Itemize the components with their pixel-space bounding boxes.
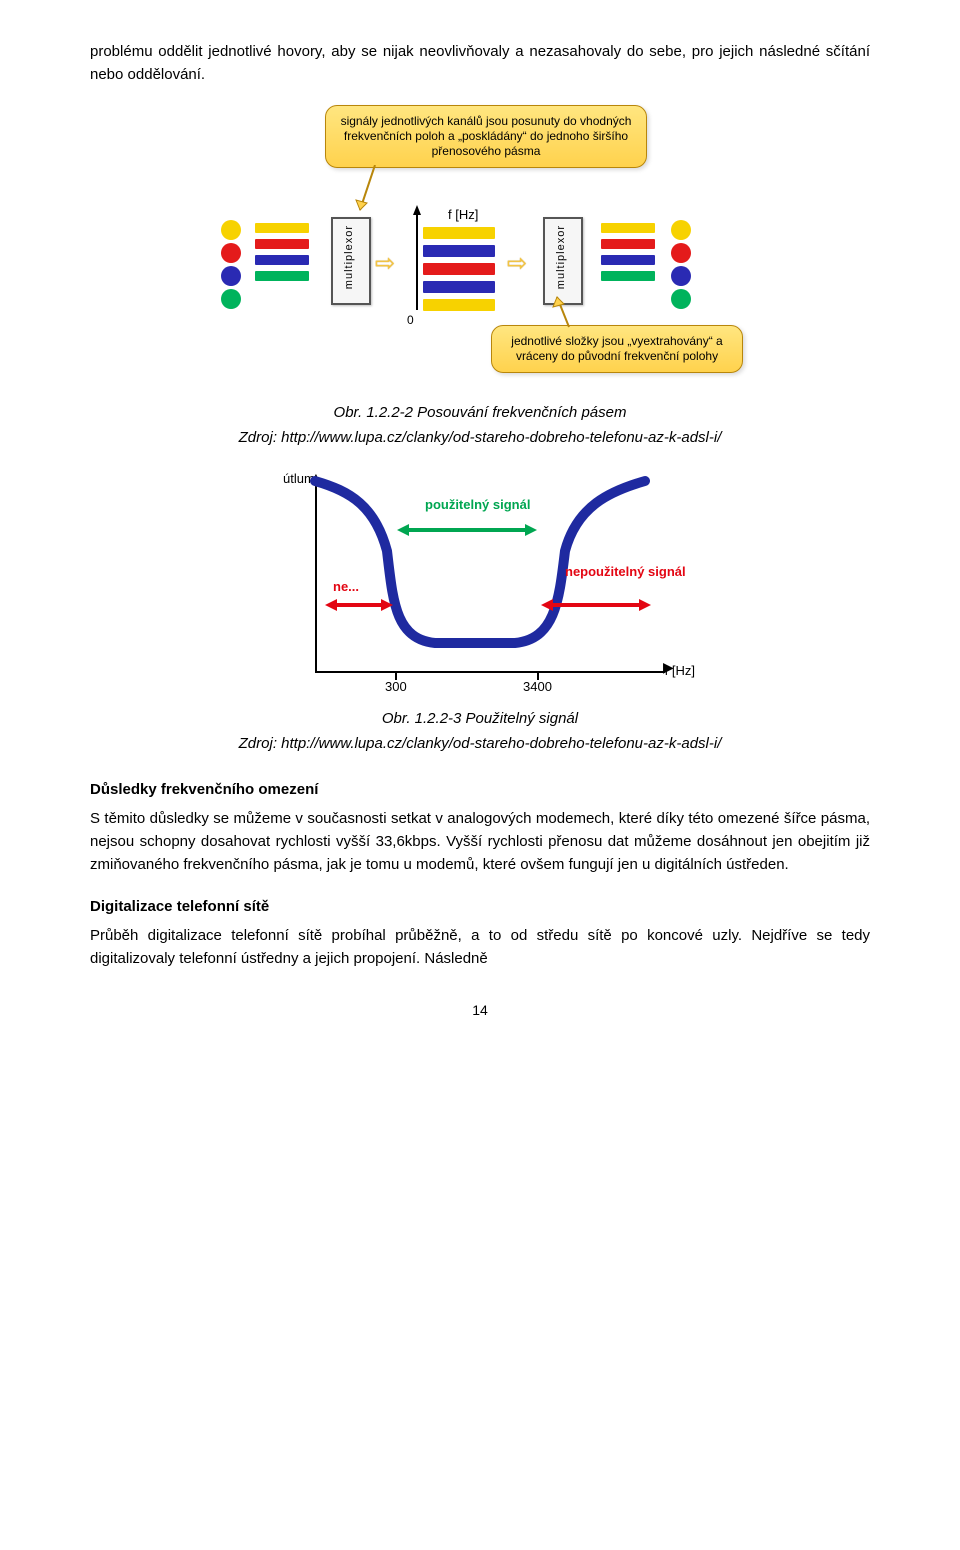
axis-y [411, 205, 423, 315]
bars-left [255, 217, 309, 287]
label-ne: ne... [333, 577, 359, 597]
dot-left-blue [221, 266, 241, 286]
figure-1: signály jednotlivých kanálů jsou posunut… [90, 105, 870, 395]
para-digitalization: Průběh digitalizace telefonní sítě probí… [90, 924, 870, 971]
page-number: 14 [90, 1000, 870, 1022]
figure-1-source: Zdroj: http://www.lupa.cz/clanky/od-star… [90, 426, 870, 449]
figure-2: ▲ útlum ▶ f [Hz] 300 3400 použitelný sig… [90, 471, 870, 701]
heading-frequency: Důsledky frekvenčního omezení [90, 778, 870, 801]
bars-middle [423, 221, 495, 317]
dot-right-green [671, 289, 691, 309]
callout-tail-top [355, 165, 395, 215]
arrow-2: ⇨ [507, 245, 527, 282]
intro-paragraph: problému oddělit jednotlivé hovory, aby … [90, 40, 870, 87]
callout-tail-bottom [551, 295, 591, 331]
dot-right-red [671, 243, 691, 263]
dot-right-yellow [671, 220, 691, 240]
multiplexor-left-label: multiplexor [341, 225, 358, 289]
para-frequency: S těmito důsledky se můžeme v současnost… [90, 807, 870, 877]
multiplexor-right-label: multiplexor [553, 225, 570, 289]
arrow-unusable-right [541, 596, 651, 614]
axis-zero: 0 [407, 311, 414, 330]
callout-top: signály jednotlivých kanálů jsou posunut… [325, 105, 647, 168]
dot-right-blue [671, 266, 691, 286]
axis-x-label: f [Hz] [665, 661, 695, 681]
arrow-1: ⇨ [375, 245, 395, 282]
figure-1-caption: Obr. 1.2.2-2 Posouvání frekvenčních páse… [90, 401, 870, 424]
label-usable: použitelný signál [425, 495, 530, 515]
axis-y-label: útlum [283, 469, 315, 489]
dot-left-red [221, 243, 241, 263]
arrow-ne-left [325, 596, 393, 614]
heading-digitalization: Digitalizace telefonní sítě [90, 895, 870, 918]
callout-bottom: jednotlivé složky jsou „vyextrahovány“ a… [491, 325, 743, 373]
figure-2-caption: Obr. 1.2.2-3 Použitelný signál [90, 707, 870, 730]
tick-3400-label: 3400 [523, 677, 552, 697]
figure-2-source: Zdroj: http://www.lupa.cz/clanky/od-star… [90, 732, 870, 755]
arrow-usable [397, 521, 537, 539]
label-unusable: nepoužitelný signál [565, 565, 686, 579]
bars-right [601, 217, 655, 287]
dot-left-yellow [221, 220, 241, 240]
dot-left-green [221, 289, 241, 309]
tick-300-label: 300 [385, 677, 407, 697]
